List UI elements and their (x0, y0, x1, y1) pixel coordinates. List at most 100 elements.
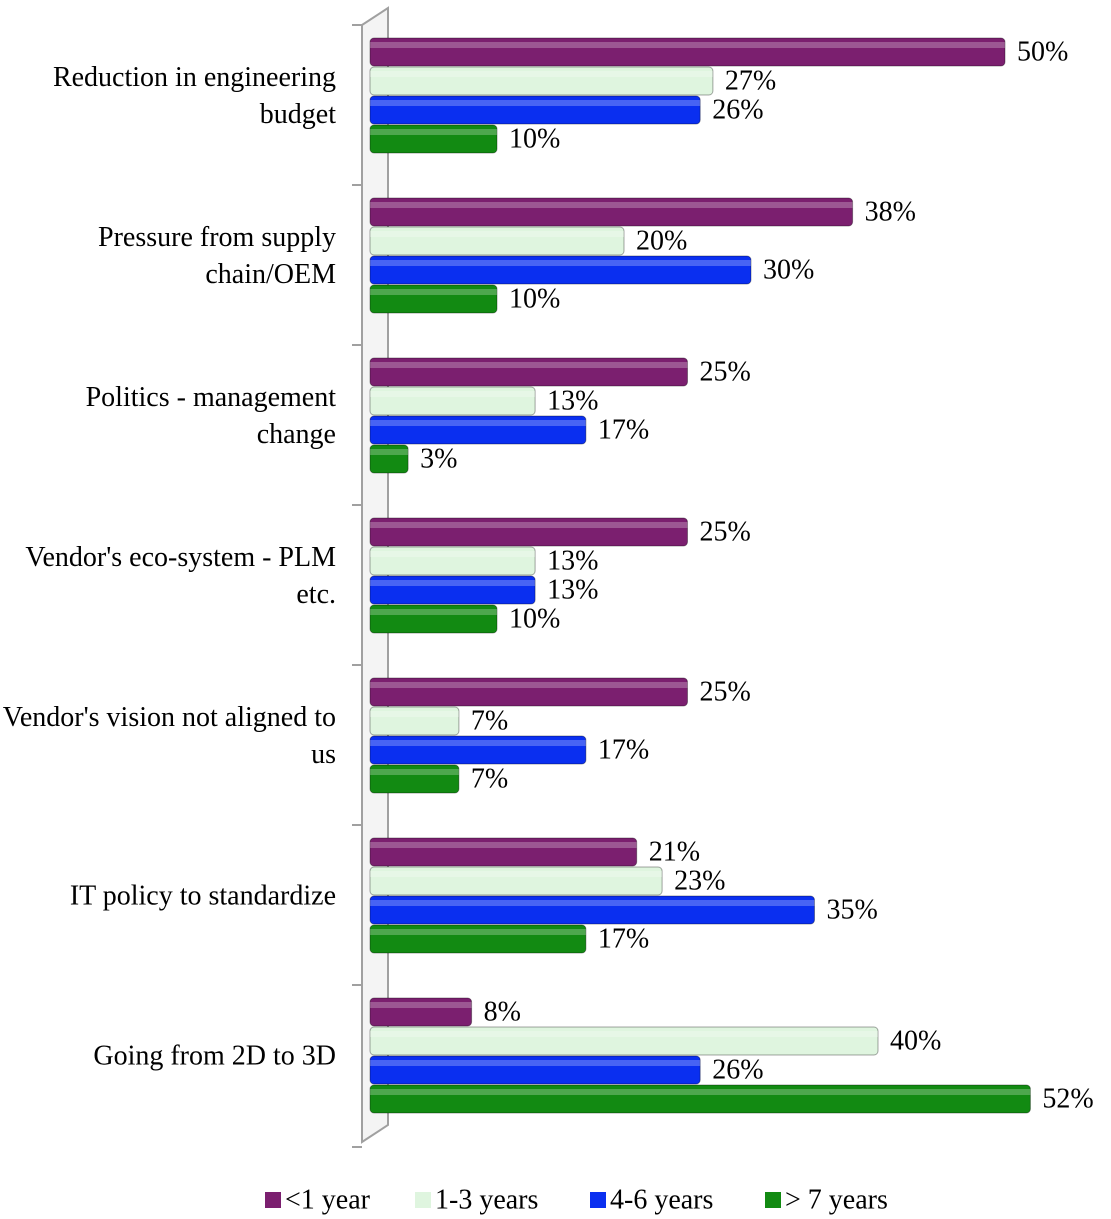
bar (369, 604, 498, 634)
bar (369, 1084, 1031, 1114)
bar (369, 444, 409, 474)
category-label: Pressure from supply chain/OEM (98, 222, 336, 290)
bar (369, 924, 587, 954)
bar-highlight (370, 129, 497, 135)
bar (369, 37, 1006, 67)
bar (369, 866, 663, 896)
bar (369, 386, 536, 416)
bar (369, 764, 460, 794)
bar (369, 517, 688, 547)
data-label: 40% (890, 1025, 941, 1056)
bar-highlight (370, 769, 459, 775)
data-label: 10% (509, 123, 560, 154)
data-label: 38% (865, 196, 916, 227)
bar (369, 197, 854, 227)
bar (369, 735, 587, 765)
bar-highlight (370, 202, 853, 208)
bar (369, 415, 587, 445)
bar (369, 1026, 879, 1056)
category-label: Going from 2D to 3D (93, 1040, 336, 1072)
bar-highlight (370, 609, 497, 615)
category-label: Reduction in engineering budget (52, 62, 336, 130)
category-label: IT policy to standardize (69, 880, 336, 912)
data-label: 8% (484, 996, 521, 1027)
bar-highlight (370, 580, 536, 586)
data-label: 52% (1042, 1083, 1093, 1114)
bar (369, 575, 536, 605)
data-label: 23% (674, 865, 725, 896)
bar (369, 226, 625, 256)
bar-highlight (370, 260, 751, 266)
data-label: 26% (712, 1054, 763, 1085)
bar (369, 837, 638, 867)
data-label: 10% (509, 603, 560, 634)
data-label: 20% (636, 225, 687, 256)
bar-highlight (370, 1031, 878, 1037)
data-label: 10% (509, 283, 560, 314)
bar-highlight (370, 1060, 701, 1066)
bar-highlight (370, 740, 586, 746)
data-label: 25% (700, 516, 751, 547)
bar-highlight (370, 900, 815, 906)
data-label: 26% (712, 94, 763, 125)
data-label: 3% (420, 443, 457, 474)
bar-highlight (370, 871, 663, 877)
bar (369, 895, 815, 925)
bar-highlight (370, 682, 688, 688)
legend-swatch (415, 1192, 431, 1208)
category-label: Vendor's eco-system - PLM etc. (25, 542, 336, 610)
bar (369, 66, 714, 96)
bar (369, 997, 473, 1027)
bar-highlight (370, 42, 1005, 48)
bar-highlight (370, 842, 637, 848)
data-label: 21% (649, 836, 700, 867)
data-label: 7% (471, 705, 508, 736)
category-label: Politics - management change (85, 382, 336, 450)
data-label: 17% (598, 734, 649, 765)
bar-highlight (370, 711, 459, 717)
bar-highlight (370, 522, 688, 528)
bar-highlight (370, 551, 536, 557)
bar (369, 255, 752, 285)
data-label: 17% (598, 923, 649, 954)
bar (369, 284, 498, 314)
bar-highlight (370, 1002, 472, 1008)
data-label: 30% (763, 254, 814, 285)
legend-label: 1-3 years (435, 1184, 538, 1215)
bar-highlight (370, 362, 688, 368)
legend-label: > 7 years (785, 1184, 888, 1215)
bar (369, 124, 498, 154)
bar-highlight (370, 420, 586, 426)
legend-swatch (765, 1192, 781, 1208)
bar-highlight (370, 71, 713, 77)
bar (369, 706, 460, 736)
bar (369, 95, 701, 125)
data-label: 27% (725, 65, 776, 96)
data-label: 50% (1017, 36, 1068, 67)
legend-swatch (265, 1192, 281, 1208)
category-label: Vendor's vision not aligned to us (2, 702, 336, 770)
bar-highlight (370, 391, 536, 397)
bar (369, 357, 688, 387)
data-label: 25% (700, 356, 751, 387)
bar-highlight (370, 289, 497, 295)
data-label: 25% (700, 676, 751, 707)
bar (369, 1055, 701, 1085)
legend-label: 4-6 years (610, 1184, 713, 1215)
data-label: 35% (827, 894, 878, 925)
bar (369, 546, 536, 576)
bar-highlight (370, 100, 701, 106)
data-label: 17% (598, 414, 649, 445)
data-label: 13% (547, 574, 598, 605)
bar-highlight (370, 1089, 1031, 1095)
bar-highlight (370, 231, 624, 237)
bar-highlight (370, 449, 409, 455)
data-label: 13% (547, 545, 598, 576)
data-label: 13% (547, 385, 598, 416)
bar (369, 677, 688, 707)
bar-highlight (370, 929, 586, 935)
data-label: 7% (471, 763, 508, 794)
legend-label: <1 year (285, 1184, 371, 1215)
